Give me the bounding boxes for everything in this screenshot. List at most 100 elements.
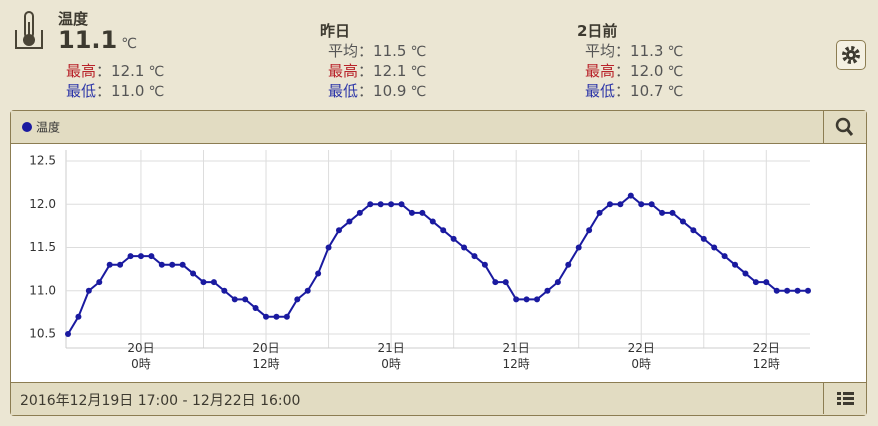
x-tick-label: 21日 12時 xyxy=(502,341,530,371)
data-point xyxy=(408,209,415,216)
y-tick-label: 11.5 xyxy=(29,240,56,254)
search-button[interactable] xyxy=(823,111,866,143)
separator: ： xyxy=(96,62,112,80)
data-point xyxy=(700,235,707,242)
unit: ℃ xyxy=(667,64,684,80)
data-point xyxy=(231,296,238,303)
list-button[interactable] xyxy=(823,383,866,414)
data-point xyxy=(554,279,561,286)
data-point xyxy=(440,227,447,234)
unit: ℃ xyxy=(410,84,427,100)
data-point xyxy=(763,279,770,286)
data-point xyxy=(732,261,739,268)
data-point xyxy=(388,201,395,208)
unit: ℃ xyxy=(148,84,165,100)
unit: ℃ xyxy=(148,64,165,80)
data-point xyxy=(210,279,217,286)
data-point xyxy=(346,218,353,225)
unit: ℃ xyxy=(410,64,427,80)
data-point xyxy=(398,201,405,208)
data-point xyxy=(304,287,311,294)
current-reading: 11.1 ℃ xyxy=(58,26,137,54)
legend-label: 温度 xyxy=(36,120,60,135)
data-point xyxy=(773,287,780,294)
stat-line: 平均：11.3 ℃ xyxy=(585,40,683,61)
current-title: 温度 xyxy=(58,10,89,28)
stat-label: 最高 xyxy=(585,62,616,80)
data-point xyxy=(523,296,530,303)
stat-value: 10.9 xyxy=(373,82,407,100)
data-point xyxy=(638,201,645,208)
y-tick-label: 11.0 xyxy=(29,283,56,297)
data-point xyxy=(221,287,228,294)
stat-label: 最低 xyxy=(328,82,359,100)
data-point xyxy=(513,296,520,303)
data-point xyxy=(106,261,113,268)
stat-line: 最高：12.0 ℃ xyxy=(585,60,683,81)
data-point xyxy=(169,261,176,268)
stat-line: 最低：11.0 ℃ xyxy=(66,80,164,101)
stat-label: 最低 xyxy=(585,82,616,100)
day-title: 2日前 xyxy=(577,22,618,40)
data-point xyxy=(429,218,436,225)
stat-label: 平均 xyxy=(585,42,616,60)
separator: ： xyxy=(615,62,631,80)
stat-label: 最高 xyxy=(328,62,359,80)
stat-line: 最低：10.9 ℃ xyxy=(328,80,426,101)
data-point xyxy=(784,287,791,294)
x-tick-label: 22日 12時 xyxy=(752,341,780,371)
data-point xyxy=(544,287,551,294)
unit: ℃ xyxy=(410,44,427,60)
separator: ： xyxy=(615,82,631,100)
stat-value: 11.3 xyxy=(630,42,664,60)
data-point xyxy=(367,201,374,208)
x-tick-label: 21日 0時 xyxy=(377,341,405,371)
y-tick-label: 12.5 xyxy=(29,154,56,168)
data-point xyxy=(586,227,593,234)
data-point xyxy=(75,313,82,320)
data-point xyxy=(419,209,426,216)
data-point xyxy=(534,296,541,303)
stat-line: 平均：11.5 ℃ xyxy=(328,40,426,61)
data-point xyxy=(315,270,322,277)
data-point xyxy=(565,261,572,268)
stat-value: 11.0 xyxy=(111,82,145,100)
date-range: 2016年12月19日 17:00 - 12月22日 16:00 xyxy=(20,393,301,409)
stat-value: 11.5 xyxy=(373,42,407,60)
data-point xyxy=(502,279,509,286)
data-point xyxy=(679,218,686,225)
data-point xyxy=(273,313,280,320)
data-point xyxy=(356,209,363,216)
data-point xyxy=(711,244,718,251)
stat-label: 最低 xyxy=(66,82,97,100)
separator: ： xyxy=(96,82,112,100)
data-point xyxy=(617,201,624,208)
settings-button[interactable] xyxy=(836,40,866,70)
data-point xyxy=(200,279,207,286)
data-point xyxy=(190,270,197,277)
data-point xyxy=(606,201,613,208)
data-point xyxy=(596,209,603,216)
data-point xyxy=(127,253,134,260)
data-point xyxy=(294,296,301,303)
data-point xyxy=(263,313,270,320)
data-point xyxy=(481,261,488,268)
data-point xyxy=(252,305,259,312)
data-point xyxy=(242,296,249,303)
separator: ： xyxy=(358,42,374,60)
stat-value: 12.1 xyxy=(111,62,145,80)
x-tick-label: 20日 0時 xyxy=(127,341,155,371)
data-point xyxy=(805,287,811,294)
data-point xyxy=(471,253,478,260)
data-point xyxy=(648,201,655,208)
unit: ℃ xyxy=(667,44,684,60)
stat-label: 最高 xyxy=(66,62,97,80)
data-point xyxy=(179,261,186,268)
data-point xyxy=(669,209,676,216)
series-line xyxy=(67,194,808,335)
day-title: 昨日 xyxy=(320,22,351,40)
unit: ℃ xyxy=(121,36,137,52)
legend-swatch xyxy=(22,122,32,132)
